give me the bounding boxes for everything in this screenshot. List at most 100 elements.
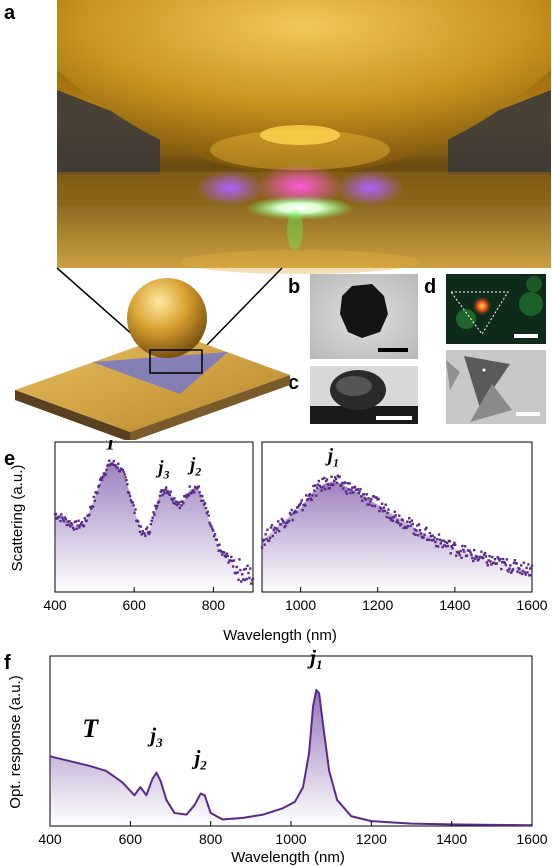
chart-e-point	[175, 503, 179, 507]
chart-e-point	[417, 523, 421, 526]
chart-e-point	[512, 561, 516, 565]
chart-e-point	[482, 556, 485, 560]
reflection-ring	[210, 130, 390, 170]
chart-e-point	[179, 500, 182, 504]
chart-e-point	[411, 522, 415, 526]
chart-e-point	[193, 491, 196, 494]
chart-e-point	[276, 528, 279, 531]
chart-e-point	[315, 486, 319, 489]
chart-e-point	[117, 462, 120, 465]
chart-e-point	[230, 555, 233, 559]
chart-e-point	[528, 567, 532, 570]
gap-hotspot	[245, 196, 355, 220]
chart-e-point	[336, 474, 340, 477]
chart-e-point	[162, 489, 165, 492]
chart-e-point	[338, 475, 341, 478]
chart-e-point	[281, 519, 284, 522]
chart-e-point	[177, 502, 181, 505]
chart-e-point	[294, 509, 297, 513]
chart-e-point	[251, 577, 255, 581]
chart-e-point	[174, 502, 177, 506]
chart-e-point	[419, 532, 423, 535]
chart-e-point	[415, 529, 418, 532]
chart-e-point	[139, 525, 143, 528]
chart-e-point	[199, 494, 202, 497]
mode-lobe-right	[336, 170, 404, 206]
chart-e-point	[59, 519, 62, 523]
chart-e-point	[209, 523, 212, 527]
chart-e-point	[126, 483, 129, 486]
chart-e-point	[424, 528, 427, 531]
chart-e-point	[485, 561, 489, 564]
chart-e-point	[212, 535, 216, 538]
scattering-spot	[472, 296, 492, 316]
chart-e-point	[144, 534, 147, 538]
chart-e-point	[401, 519, 405, 522]
chart-e-point	[273, 526, 276, 530]
chart-e-point	[102, 472, 106, 475]
chart-e-point	[206, 510, 209, 513]
chart-e-point	[519, 564, 523, 567]
chart-e-point	[231, 559, 234, 563]
chart-e-point	[148, 530, 152, 534]
chart-e-point	[125, 479, 128, 482]
chart-e-point	[528, 574, 531, 577]
triangle-outline	[450, 291, 509, 335]
chart-e-point	[526, 571, 529, 574]
scale-bar	[378, 348, 408, 352]
chart-e-point	[335, 481, 339, 485]
chart-e-point	[428, 531, 432, 535]
chart-e-point	[468, 549, 471, 552]
chart-e-point	[108, 463, 112, 467]
chart-e-point	[310, 498, 313, 502]
chart-e-point	[99, 476, 103, 480]
chart-e-point	[188, 485, 191, 488]
chart-e-point	[352, 491, 355, 494]
chart-e-point	[330, 475, 333, 478]
zoom-box	[149, 349, 203, 374]
chart-e-point	[449, 552, 452, 555]
chart-e-point	[80, 522, 83, 525]
chart-e-point	[414, 533, 417, 536]
chart-e-point	[182, 502, 185, 505]
chart-e-point	[306, 497, 310, 501]
chart-e-point	[383, 509, 387, 513]
chart-e-ylabel: Scattering (a.u.)	[9, 465, 26, 572]
chart-e-point	[151, 516, 154, 519]
chart-e-point	[165, 486, 168, 489]
chart-e-point	[523, 571, 526, 574]
chart-e-point	[309, 497, 312, 500]
chart-e-point	[465, 554, 469, 557]
chart-e-point	[333, 479, 336, 483]
chart-e-point	[493, 558, 497, 561]
chart-e-point	[509, 564, 512, 567]
chart-f-area	[50, 689, 532, 826]
gold-nanosphere	[127, 278, 207, 358]
chart-e-point	[410, 519, 414, 522]
chart-e-point	[202, 499, 205, 502]
chart-e-point	[423, 533, 426, 536]
chart-e-point	[382, 506, 386, 509]
chart-e-point	[313, 489, 316, 492]
chart-e-point	[157, 500, 161, 503]
chart-e-point	[530, 564, 534, 568]
chart-e-point	[316, 483, 320, 486]
chart-e-point	[249, 582, 253, 585]
chart-e-point	[437, 533, 441, 536]
chart-e-point	[429, 534, 433, 538]
chart-f-annotation-j3: j3	[147, 723, 163, 750]
chart-e-point	[213, 533, 217, 536]
chart-e-point	[487, 559, 490, 562]
chart-e-point	[300, 499, 303, 502]
chart-e-point	[373, 504, 377, 508]
chart-e-point	[68, 520, 71, 523]
chart-e-point	[114, 464, 117, 467]
chart-e-point	[248, 576, 251, 580]
chart-e-point	[131, 501, 134, 504]
chart-e-point	[361, 499, 364, 502]
chart-e-point	[140, 533, 143, 536]
chart-e-point	[391, 519, 395, 523]
chart-e-point	[367, 497, 370, 500]
chart-e-point	[61, 516, 64, 519]
chart-e-point	[445, 545, 448, 548]
